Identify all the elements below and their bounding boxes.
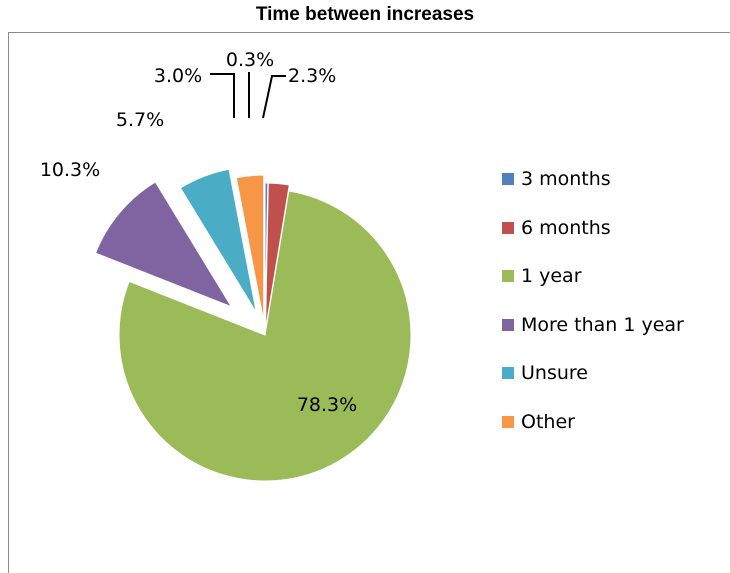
legend-label: 1 year — [521, 265, 582, 287]
legend-swatch — [502, 367, 514, 379]
chart-frame — [8, 32, 730, 573]
legend-item-1-year: 1 year — [502, 265, 727, 314]
data-label: 10.3% — [40, 159, 100, 181]
legend-swatch — [502, 221, 514, 234]
pie-slice-6-months — [265, 182, 290, 330]
data-label: 3.0% — [154, 65, 202, 87]
legend-item-more-than-1-year: More than 1 year — [502, 314, 727, 363]
legend-swatch — [502, 173, 514, 185]
legend-swatch — [502, 270, 514, 282]
legend-label: More than 1 year — [521, 313, 684, 336]
pie-slice-other — [235, 174, 265, 322]
pie-slice-more-than-1-year — [94, 181, 233, 308]
pie-slice-unsure — [179, 168, 257, 313]
chart-title: Time between increases — [255, 4, 475, 25]
legend: 3 months 6 months 1 year More than 1 yea… — [502, 168, 727, 459]
legend-item-unsure: Unsure — [502, 362, 727, 411]
legend-label: Other — [521, 410, 575, 433]
legend-label: 6 months — [521, 216, 611, 239]
data-label: 0.3% — [226, 49, 274, 71]
legend-item-6-months: 6 months — [502, 217, 727, 266]
leader-line — [210, 73, 235, 118]
legend-swatch — [502, 415, 514, 428]
data-label: 2.3% — [288, 65, 336, 87]
legend-item-other: Other — [502, 411, 727, 460]
legend-swatch — [502, 318, 514, 331]
data-label: 78.3% — [297, 394, 357, 416]
data-label: 5.7% — [116, 109, 164, 131]
pie-slice-1-year — [118, 190, 412, 482]
legend-item-3-months: 3 months — [502, 168, 727, 217]
leader-line — [262, 75, 286, 119]
legend-label: 3 months — [521, 168, 611, 190]
legend-label: Unsure — [521, 362, 588, 384]
